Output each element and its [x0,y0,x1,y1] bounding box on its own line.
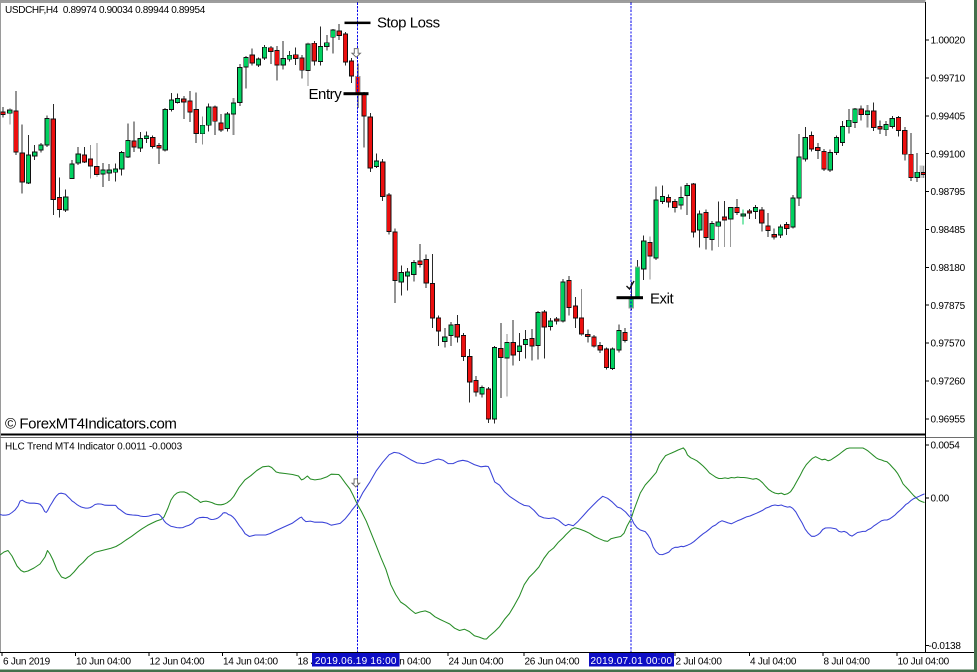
svg-text:2019.06.19 16:00: 2019.06.19 16:00 [315,656,397,667]
svg-text:Exit: Exit [650,291,674,308]
svg-text:26 Jun 04:00: 26 Jun 04:00 [525,657,581,668]
svg-text:12 Jun 04:00: 12 Jun 04:00 [150,657,206,668]
svg-text:0.97570: 0.97570 [931,339,966,350]
svg-text:14 Jun 04:00: 14 Jun 04:00 [223,657,279,668]
svg-text:4 Jul 04:00: 4 Jul 04:00 [750,657,797,668]
svg-text:0.99710: 0.99710 [931,74,966,85]
svg-text:0.98485: 0.98485 [931,225,966,236]
svg-text:0.97875: 0.97875 [931,301,966,312]
svg-text:2019.07.01 00:00: 2019.07.01 00:00 [590,656,672,667]
svg-text:0.98795: 0.98795 [931,187,966,198]
svg-text:-0.0138: -0.0138 [929,641,962,652]
svg-text:8 Jul 04:00: 8 Jul 04:00 [824,657,871,668]
svg-text:Entry: Entry [309,86,343,103]
svg-text:0.99100: 0.99100 [931,149,966,160]
svg-text:0.0054: 0.0054 [931,441,961,452]
svg-text:10 Jun 04:00: 10 Jun 04:00 [76,657,132,668]
svg-text:1.00020: 1.00020 [931,36,966,47]
svg-text:0.97260: 0.97260 [931,377,966,388]
svg-text:2 Jul 04:00: 2 Jul 04:00 [676,657,723,668]
svg-text:20 Jun 04:00: 20 Jun 04:00 [376,657,432,668]
svg-text:USDCHF,H4 0.89974 0.90034 0.8: USDCHF,H4 0.89974 0.90034 0.89944 0.8995… [5,5,206,16]
svg-text:0.96955: 0.96955 [931,414,966,425]
svg-text:HLC Trend MT4 Indicator 0.0011: HLC Trend MT4 Indicator 0.0011 -0.0003 [5,442,183,453]
svg-text:24 Jun 04:00: 24 Jun 04:00 [449,657,505,668]
svg-text:0.99405: 0.99405 [931,111,966,122]
svg-text:0.98180: 0.98180 [931,263,966,274]
svg-text:© ForexMT4Indicators.com: © ForexMT4Indicators.com [5,416,177,433]
svg-text:Stop Loss: Stop Loss [377,15,440,32]
svg-text:6 Jun 2019: 6 Jun 2019 [3,657,51,668]
svg-text:10 Jul 04:00: 10 Jul 04:00 [898,657,950,668]
svg-text:0.00: 0.00 [931,493,950,504]
